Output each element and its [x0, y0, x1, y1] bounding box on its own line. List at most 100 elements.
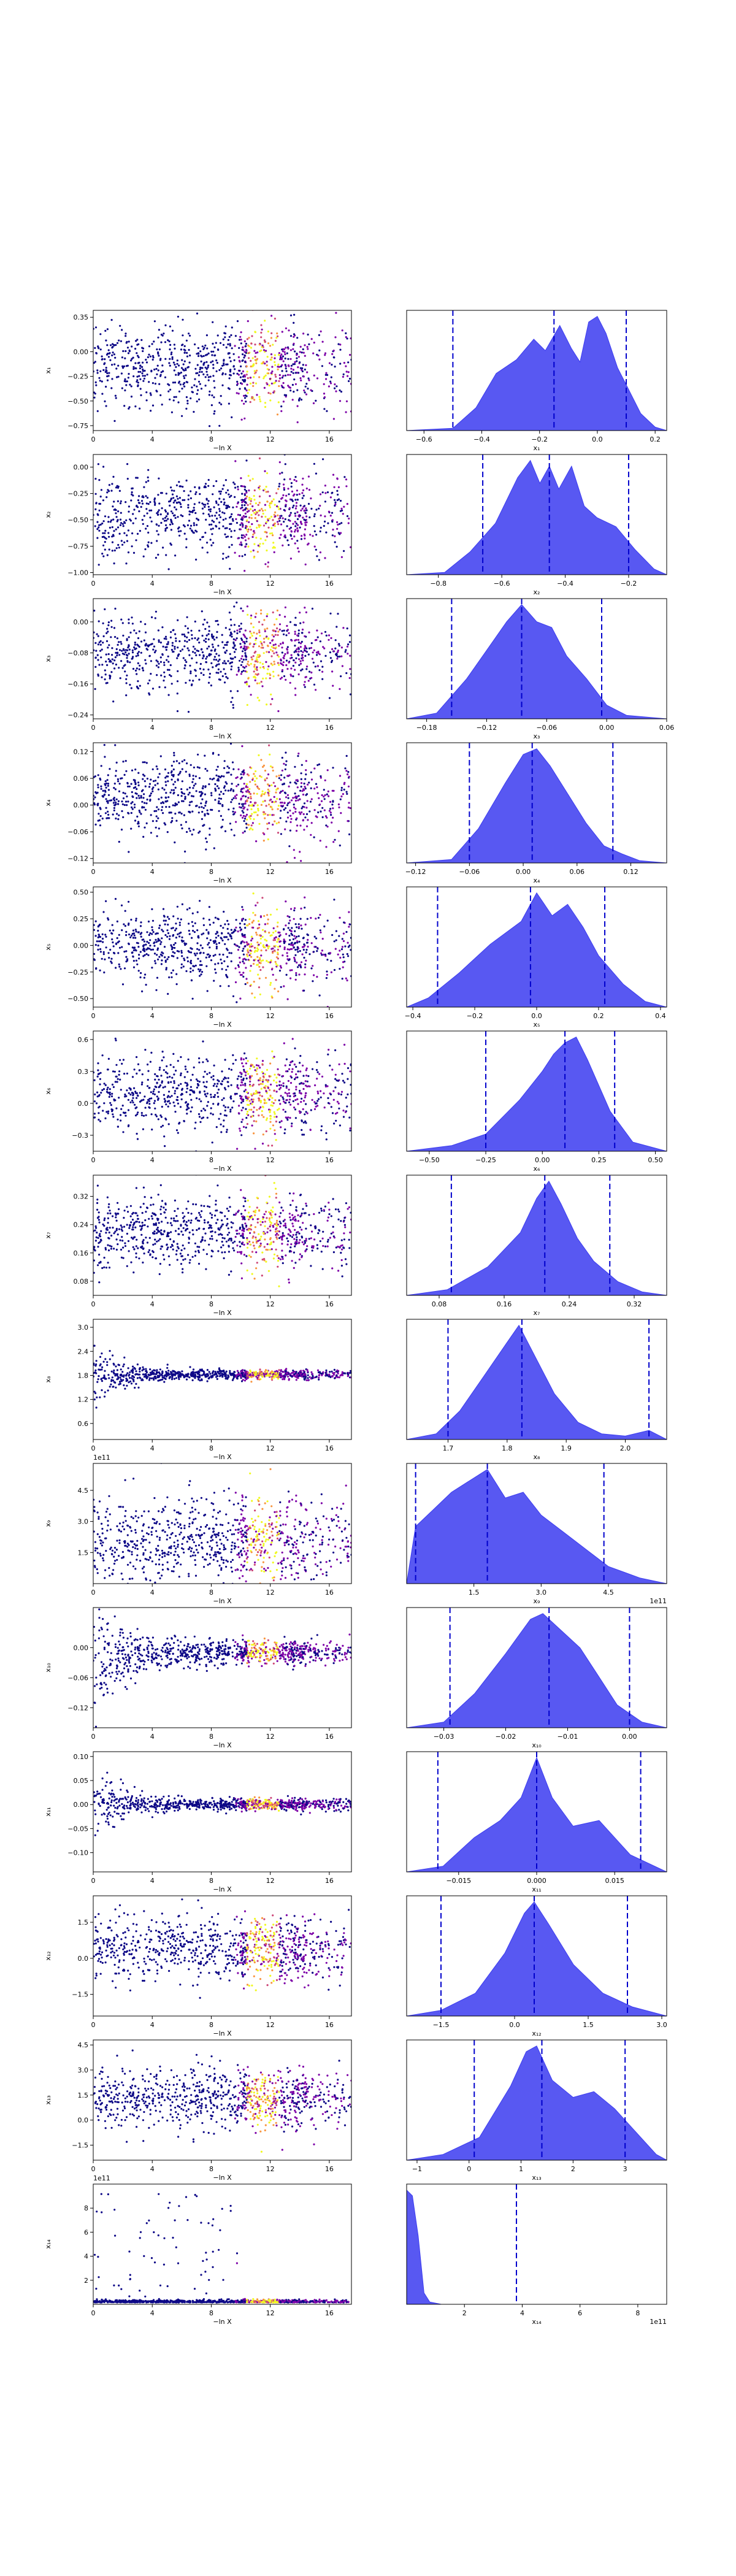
scatter-point — [274, 945, 277, 947]
scatter-point — [289, 815, 292, 817]
scatter-point — [113, 797, 115, 799]
scatter-point — [155, 367, 158, 370]
scatter-point — [137, 362, 139, 364]
scatter-point — [253, 981, 255, 983]
scatter-point — [153, 340, 155, 343]
scatter-point — [304, 344, 306, 347]
scatter-point — [132, 937, 134, 939]
scatter-point — [194, 783, 197, 785]
scatter-point — [248, 516, 251, 519]
scatter-point — [199, 900, 201, 902]
scatter-point — [331, 789, 334, 792]
scatter-point — [317, 811, 320, 814]
scatter-point — [199, 662, 202, 665]
scatter-point — [277, 401, 280, 404]
scatter-point — [297, 799, 299, 802]
scatter-point — [134, 669, 137, 672]
scatter-point — [259, 993, 261, 995]
scatter-point — [337, 803, 340, 806]
scatter-point — [148, 353, 150, 356]
scatter-point — [172, 933, 175, 937]
scatter-point — [211, 354, 213, 356]
scatter-point — [274, 987, 276, 990]
scatter-point — [300, 772, 302, 775]
scatter-point — [239, 659, 241, 662]
scatter-point — [205, 367, 208, 370]
scatter-x-tick-label: 12 — [266, 435, 275, 443]
scatter-point — [331, 534, 334, 537]
scatter-point — [234, 811, 236, 813]
scatter-point — [221, 968, 223, 970]
scatter-point — [229, 822, 231, 825]
scatter-point — [288, 519, 290, 521]
scatter-point — [296, 926, 298, 929]
scatter-point — [128, 505, 130, 508]
scatter-point — [318, 507, 320, 510]
scatter-point — [135, 959, 137, 962]
scatter-point — [109, 521, 112, 523]
scatter-point — [201, 610, 203, 613]
scatter-point — [182, 515, 184, 518]
scatter-point — [123, 532, 126, 534]
scatter-point — [288, 935, 291, 937]
scatter-point — [237, 383, 239, 385]
scatter-point — [99, 380, 101, 382]
scatter-point — [280, 810, 282, 812]
scatter-point — [201, 818, 203, 820]
scatter-point — [106, 664, 109, 666]
scatter-point — [102, 635, 105, 637]
scatter-point — [128, 407, 130, 410]
scatter-point — [93, 391, 95, 394]
scatter-point — [294, 361, 296, 364]
scatter-point — [274, 630, 277, 632]
scatter-point — [130, 396, 133, 398]
scatter-point — [108, 644, 110, 646]
scatter-point — [331, 933, 334, 937]
scatter-point — [143, 486, 145, 488]
scatter-point — [168, 918, 171, 920]
scatter-point — [339, 400, 342, 402]
scatter-point — [193, 524, 196, 526]
scatter-point — [126, 638, 128, 640]
scatter-point — [285, 820, 288, 822]
scatter-point — [302, 819, 304, 822]
scatter-point — [316, 792, 319, 794]
histogram-x-tick-label: 0.00 — [516, 868, 531, 876]
scatter-point — [302, 1108, 304, 1111]
scatter-point — [172, 789, 175, 791]
scatter-point — [142, 835, 145, 838]
scatter-point — [229, 634, 231, 637]
scatter-point — [316, 976, 318, 978]
scatter-point — [178, 534, 181, 537]
scatter-point — [315, 534, 318, 536]
scatter-point — [243, 494, 246, 496]
scatter-point — [148, 644, 151, 646]
scatter-point — [272, 927, 275, 930]
scatter-point — [259, 543, 261, 545]
scatter-point — [280, 802, 282, 804]
scatter-point — [173, 1080, 175, 1083]
scatter-point — [112, 802, 115, 804]
scatter-x-tick-label: 4 — [150, 435, 155, 443]
scatter-point — [139, 811, 141, 813]
scatter-point — [311, 607, 313, 610]
scatter-point — [201, 345, 204, 348]
scatter-point — [198, 486, 201, 489]
scatter-point — [207, 953, 210, 956]
scatter-point — [233, 834, 236, 837]
scatter-point — [157, 533, 159, 536]
scatter-point — [235, 518, 237, 521]
scatter-point — [252, 549, 255, 552]
scatter-point — [136, 673, 138, 675]
scatter-point — [97, 345, 99, 348]
scatter-point — [240, 1121, 243, 1123]
scatter-point — [183, 381, 186, 385]
scatter-point — [250, 632, 253, 635]
scatter-point — [101, 818, 104, 820]
scatter-point — [218, 775, 221, 778]
scatter-point — [295, 505, 297, 507]
scatter-point — [223, 786, 226, 789]
scatter-point — [170, 543, 172, 546]
scatter-point — [249, 949, 251, 952]
scatter-point — [282, 1085, 285, 1087]
